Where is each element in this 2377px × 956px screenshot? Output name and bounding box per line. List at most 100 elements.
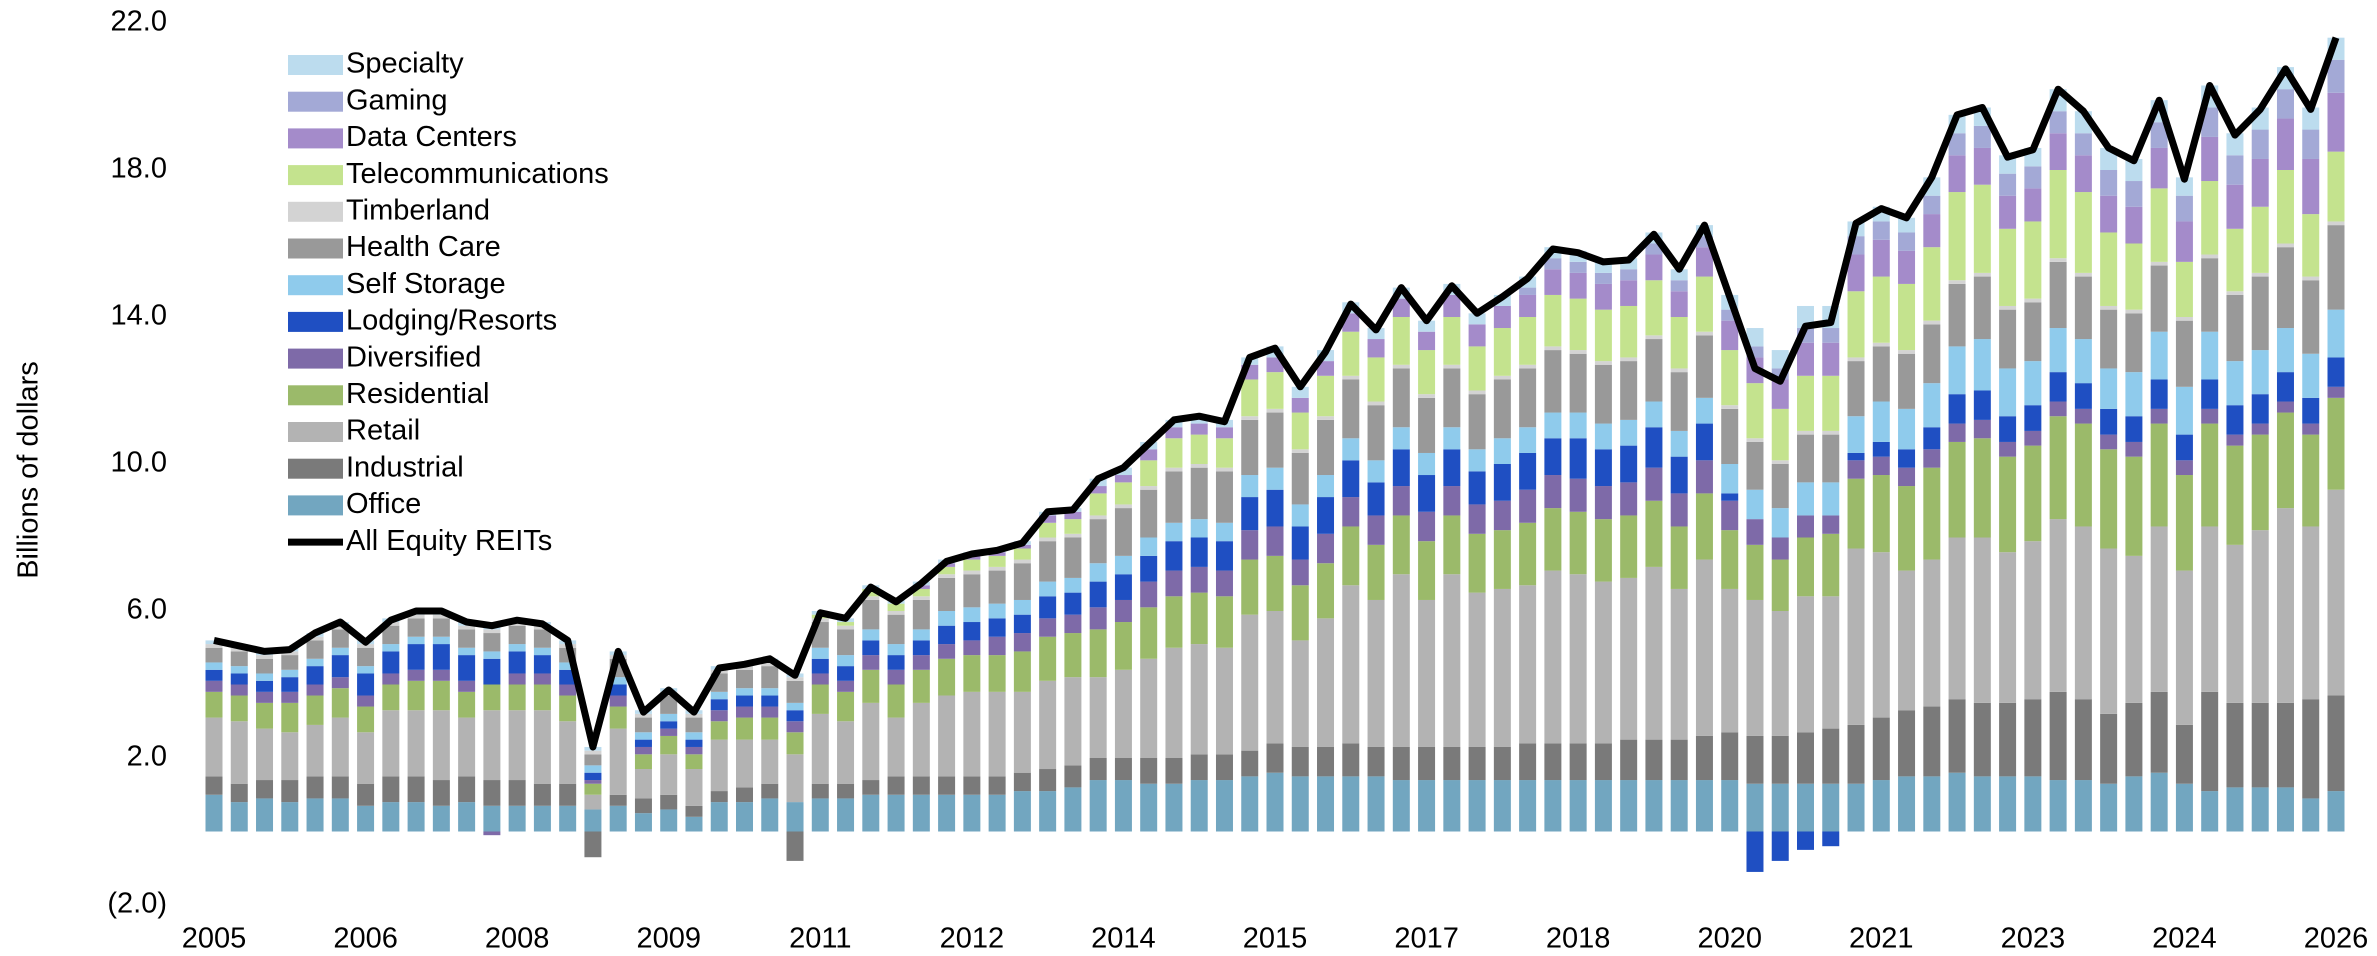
bar-segment — [1569, 743, 1587, 781]
bar-segment — [584, 750, 602, 755]
bar-segment — [357, 805, 375, 832]
bar-segment — [1771, 379, 1789, 409]
bar-segment — [1670, 368, 1688, 373]
bar-segment — [584, 765, 602, 773]
bar-segment — [1898, 232, 1916, 251]
y-axis-label: Billions of dollars — [13, 361, 45, 579]
bar-segment — [2226, 133, 2244, 156]
bar-segment — [1140, 555, 1158, 582]
bar-segment — [1114, 599, 1132, 623]
x-tick-label: 2014 — [1091, 923, 1156, 955]
bar-segment — [1443, 515, 1461, 575]
bar-segment — [988, 555, 1006, 567]
bar-segment — [1140, 658, 1158, 758]
bar-segment — [2175, 475, 2193, 571]
bar-segment — [2175, 261, 2193, 317]
bar-segment — [1721, 530, 1739, 589]
bar-segment — [584, 831, 602, 858]
bar-segment — [357, 732, 375, 784]
legend-label: Self Storage — [346, 268, 506, 300]
bar-segment — [1215, 471, 1233, 523]
legend-label: Specialty — [346, 48, 464, 80]
bar-segment — [2327, 397, 2345, 490]
bar-segment — [1695, 276, 1713, 332]
bar-segment — [988, 691, 1006, 777]
bar-segment — [2074, 526, 2092, 700]
bar-segment — [1215, 754, 1233, 781]
bar-segment — [2150, 261, 2168, 266]
bar-segment — [887, 603, 905, 611]
bar-segment — [1923, 383, 1941, 428]
bar-segment — [1493, 379, 1511, 439]
bar-segment — [508, 644, 526, 652]
bar-segment — [1089, 515, 1107, 520]
bar-segment — [1923, 247, 1941, 321]
bar-segment — [1039, 515, 1057, 523]
bar-segment — [1443, 486, 1461, 516]
bar-segment — [2150, 147, 2168, 189]
bar-segment — [1367, 405, 1385, 461]
bar-segment — [1923, 449, 1941, 468]
bar-segment — [912, 629, 930, 641]
bar-segment — [1670, 493, 1688, 527]
bar-segment — [559, 805, 577, 832]
bar-segment — [1695, 397, 1713, 424]
bar-segment — [1291, 452, 1309, 505]
bar-segment — [938, 611, 956, 626]
bar-segment — [1544, 294, 1562, 347]
bar-segment — [2125, 181, 2143, 207]
bar-segment — [1948, 155, 1966, 193]
bar-segment — [1847, 460, 1865, 479]
bar-segment — [1493, 746, 1511, 781]
bar-segment — [508, 625, 526, 645]
bar-segment — [1064, 633, 1082, 678]
bar-segment — [1089, 493, 1107, 516]
bar-segment — [1872, 552, 1890, 718]
bar-segment — [1872, 342, 1890, 347]
bar-segment — [1342, 743, 1360, 777]
bar-segment — [1670, 291, 1688, 317]
bar-segment — [1822, 783, 1840, 832]
bar-segment — [1973, 419, 1991, 439]
bar-segment — [1013, 651, 1031, 692]
bar-segment — [256, 691, 274, 703]
bar-segment — [1418, 475, 1436, 512]
bar-segment — [1645, 243, 1663, 255]
bar-segment — [2125, 372, 2143, 417]
bar-segment — [2201, 691, 2219, 792]
bar-segment — [432, 680, 450, 711]
bar-segment — [2049, 261, 2067, 329]
bar-segment — [432, 780, 450, 806]
bar-segment — [761, 666, 779, 689]
bar-segment — [1645, 780, 1663, 832]
bar-segment — [1140, 460, 1158, 487]
bar-segment — [584, 754, 602, 766]
bar-segment — [2276, 508, 2294, 703]
bar-segment — [1569, 272, 1587, 299]
bar-segment — [1746, 831, 1764, 872]
bar-segment — [357, 647, 375, 667]
x-tick-label: 2006 — [333, 923, 398, 955]
bar-segment — [2049, 401, 2067, 417]
bar-segment — [1847, 548, 1865, 725]
bar-segment — [2100, 713, 2118, 784]
bar-segment — [1948, 537, 1966, 700]
bar-segment — [2175, 317, 2193, 321]
bar-segment — [660, 809, 678, 832]
bar-segment — [988, 603, 1006, 619]
bar-segment — [1064, 592, 1082, 615]
bar-segment — [1064, 533, 1082, 538]
bar-segment — [1165, 596, 1183, 648]
bar-segment — [963, 794, 981, 832]
bar-segment — [533, 783, 551, 806]
bar-segment — [1367, 515, 1385, 545]
bar-segment — [811, 647, 829, 659]
bar-segment — [811, 658, 829, 674]
bar-segment — [2024, 699, 2042, 777]
bar-segment — [1620, 258, 1638, 270]
bar-segment — [1620, 357, 1638, 362]
bar-segment — [407, 644, 425, 670]
bar-segment — [1695, 335, 1713, 398]
bar-segment — [382, 625, 400, 645]
bar-segment — [1948, 441, 1966, 538]
